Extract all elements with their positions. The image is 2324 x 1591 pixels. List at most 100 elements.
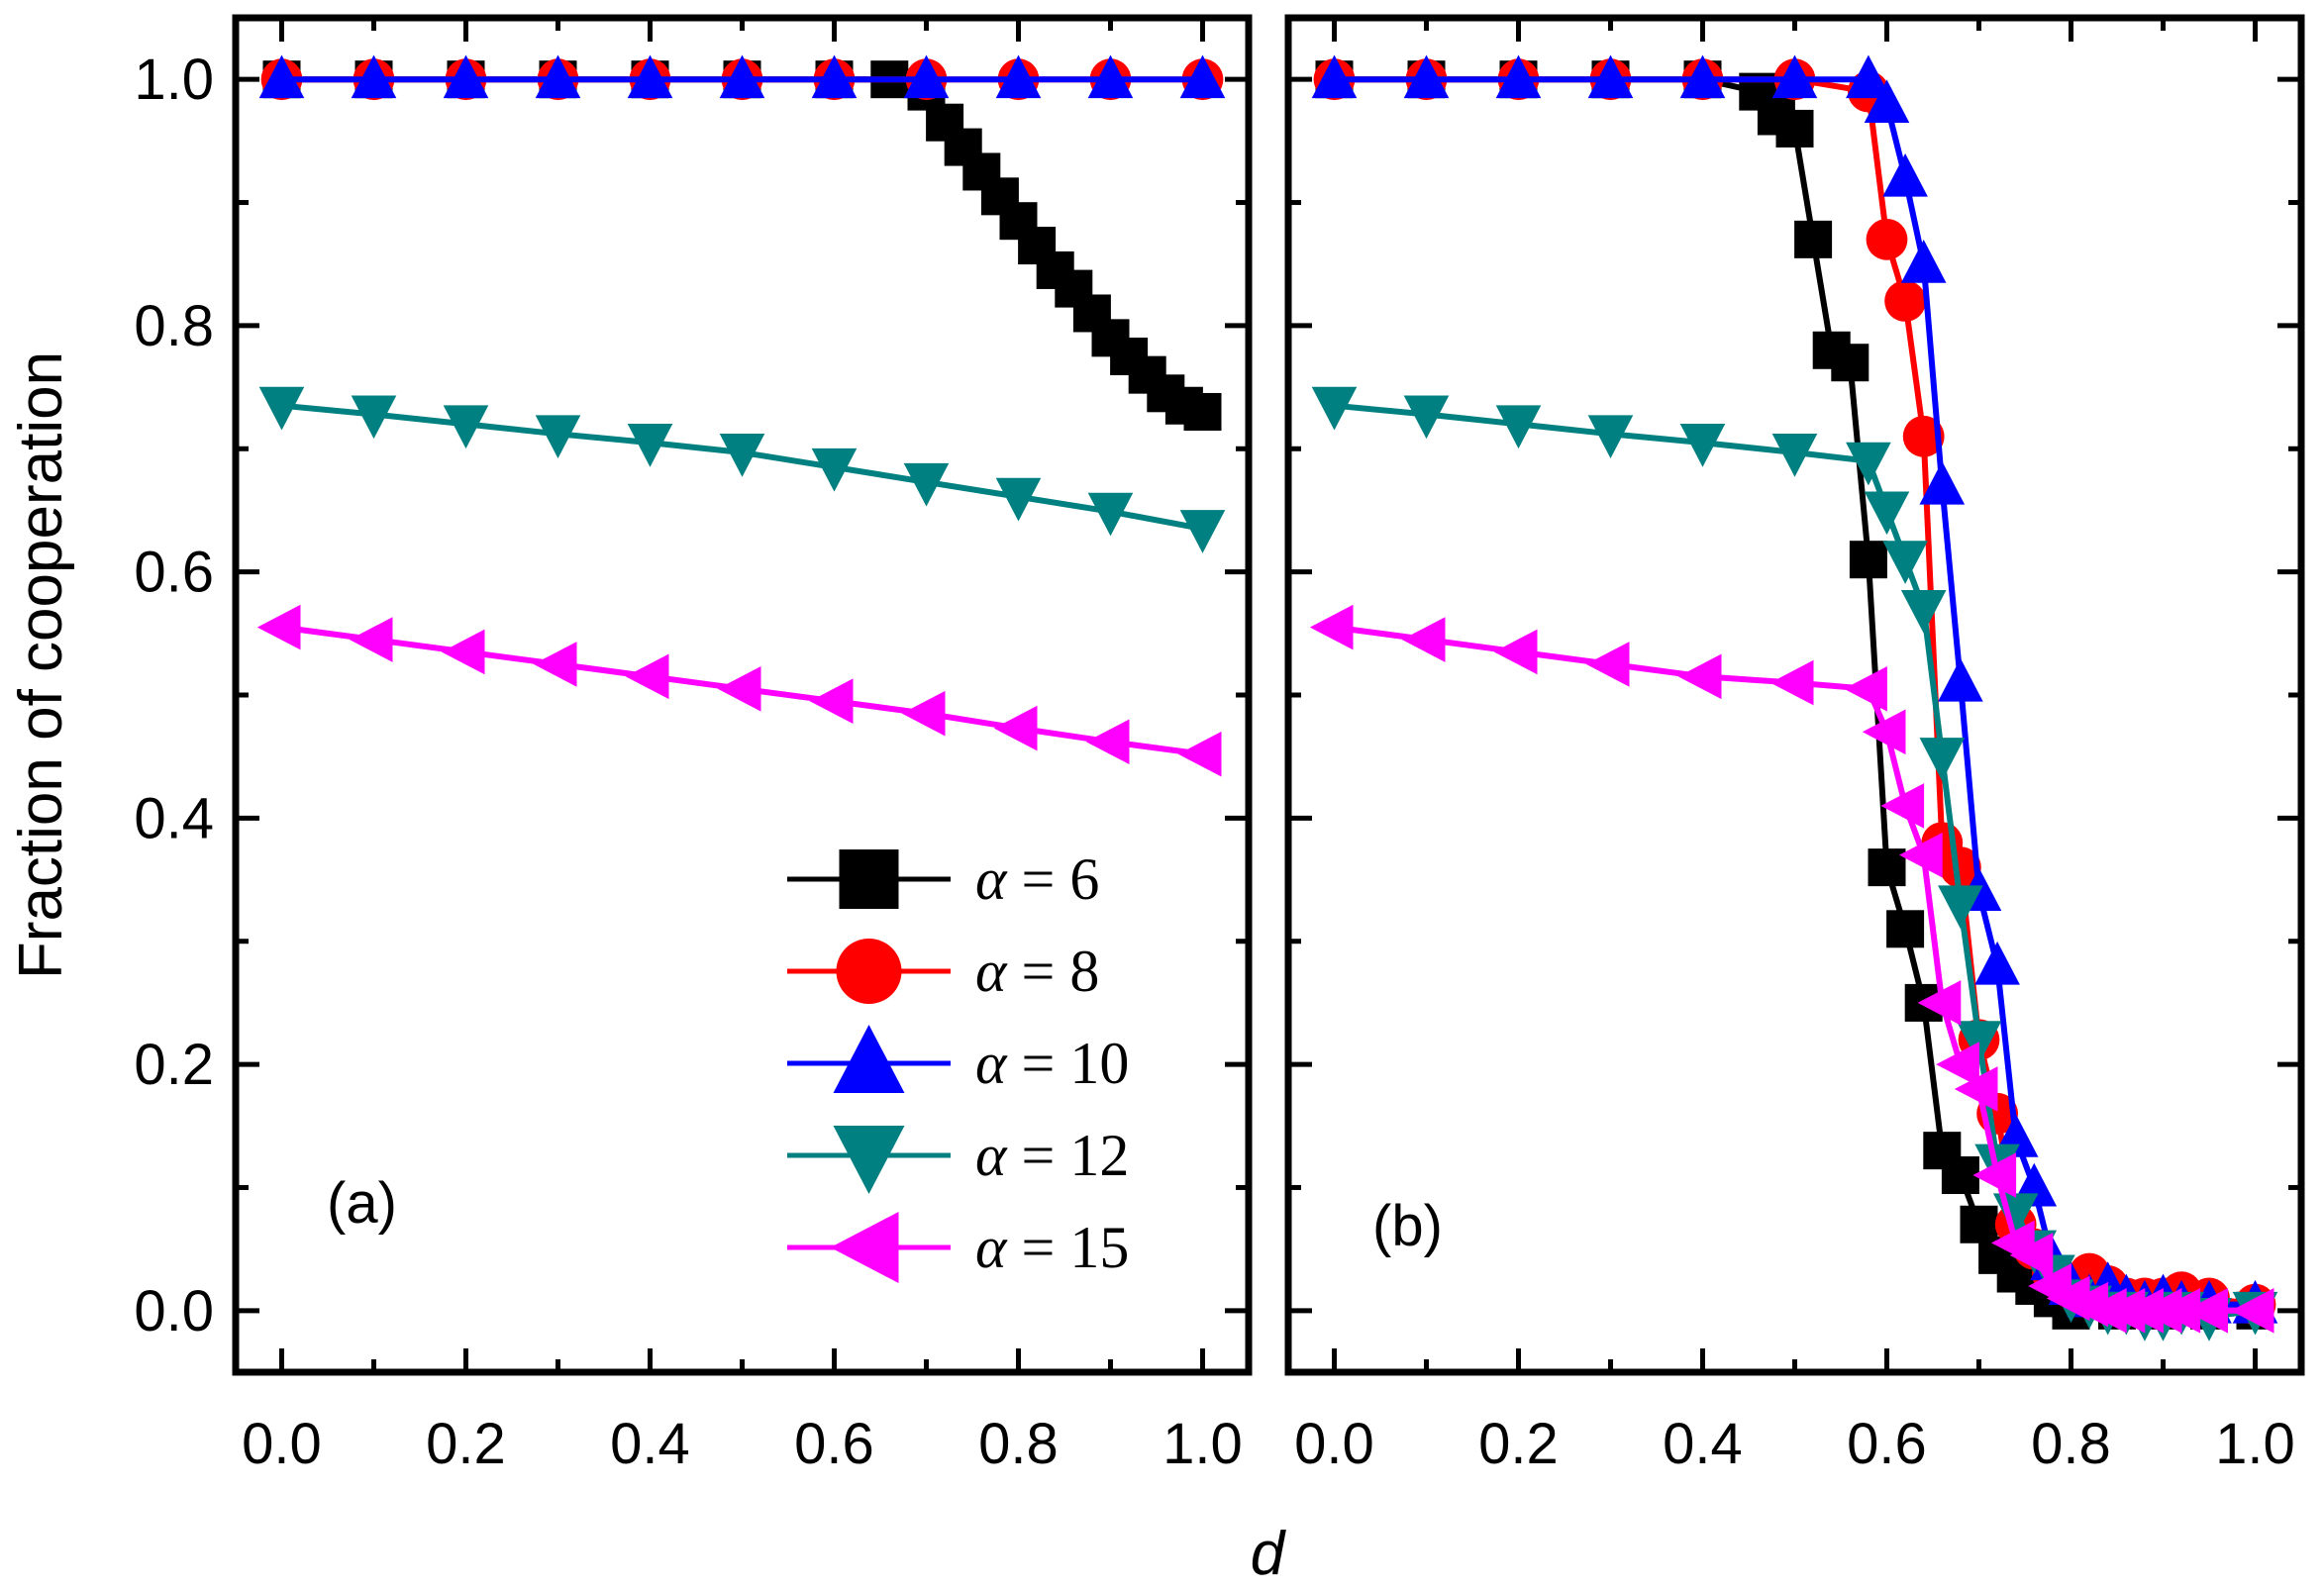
panel-b-series-4-point	[1880, 783, 1925, 829]
panel-b-x-tick-label: 1.0	[2215, 1412, 2295, 1476]
panel-b-x-tick-label: 0.2	[1478, 1412, 1559, 1476]
panel-a-series-4	[256, 604, 1222, 777]
legend-entry-3-symbol: α	[975, 1123, 1008, 1188]
panel-a-series-2-point	[719, 54, 765, 99]
panel-a-label: (a)	[327, 1171, 397, 1236]
panel-b-series-4-point	[1769, 659, 1814, 706]
panel-b-series-4-point	[1954, 1066, 1998, 1112]
panel-a-x-tick-label: 0.4	[610, 1412, 690, 1476]
panel-b-series-2-point	[1938, 657, 1983, 702]
panel-a-series-3-point	[258, 386, 305, 431]
panel-a-series-4-point	[441, 629, 485, 675]
panel-a-x-tick-label: 0.6	[794, 1412, 874, 1476]
panel-b-series-0-point	[1886, 910, 1925, 948]
panel-b-series-2-point	[1403, 54, 1450, 99]
panel-b-series-2-point	[1900, 240, 1947, 283]
legend-entry-4-symbol: α	[975, 1215, 1008, 1280]
panel-a-series-2-point	[535, 54, 581, 99]
panel-a-series-2	[258, 54, 1226, 99]
panel-b-series-3-point	[1679, 424, 1726, 467]
panel-a-series-3	[258, 386, 1226, 553]
panel-b-series-4-point	[1585, 642, 1630, 687]
panel-b-series-0-point	[1775, 109, 1814, 148]
legend-entry-1: α = 8	[787, 939, 1099, 1004]
panel-b-series-4-point	[1309, 604, 1354, 650]
y-tick-label: 0.4	[134, 786, 214, 850]
panel-a-x-tick-label: 0.0	[242, 1412, 322, 1476]
panel-a-x-tick-label: 0.8	[978, 1412, 1059, 1476]
panel-a-series-2-point	[351, 54, 397, 99]
y-tick-label: 0.8	[134, 294, 214, 358]
panel-a-series-3-point	[443, 405, 489, 449]
legend-entry-1-value: = 8	[1007, 939, 1100, 1004]
panel-b-series-4-point	[1677, 653, 1722, 700]
panel-b-series-4-point	[1862, 709, 1906, 755]
panel-a-series-3-point	[1179, 510, 1226, 553]
panel-a-series-2-point	[627, 54, 673, 99]
panel-a-x-tick-label: 0.2	[426, 1412, 506, 1476]
panel-b-series-2-point	[1311, 54, 1358, 99]
panel-b-series-1-point	[1866, 218, 1908, 260]
legend-entry-3-value: = 12	[1007, 1123, 1130, 1188]
panel-a-series-4-point	[1177, 731, 1222, 777]
panel-b-series-3-point	[1311, 386, 1358, 431]
legend: α = 6α = 8α = 10α = 12α = 15	[787, 846, 1129, 1283]
panel-a-series-3-point	[351, 395, 397, 440]
legend-entry-2-marker	[833, 1025, 905, 1093]
panel-a-series-0	[262, 60, 1222, 431]
panel-a-x-tick-label: 1.0	[1162, 1412, 1243, 1476]
panel-a-series-3-point	[903, 462, 950, 507]
panel-a-series-3-point	[1087, 492, 1134, 537]
panel-a-series-3-point	[995, 477, 1042, 522]
legend-entry-3: α = 12	[787, 1123, 1129, 1194]
panel-a-series-2-point	[1087, 54, 1134, 99]
panel-a-series-3-point	[535, 415, 581, 459]
legend-entry-4-marker	[830, 1212, 899, 1283]
panel-b-series-4-point	[2157, 1288, 2201, 1334]
panel-b-series-4-point	[1917, 980, 1962, 1026]
panel-b-series-3-point	[1403, 395, 1450, 440]
y-tick-label: 0.6	[134, 541, 214, 605]
panel-a-series-0-line	[281, 76, 1204, 415]
legend-entry-4-label: α = 15	[975, 1215, 1129, 1280]
panel-b-series-4-point	[2230, 1288, 2274, 1334]
panel-a-series-2-point	[811, 54, 858, 99]
legend-entry-0-symbol: α	[975, 846, 1008, 912]
panel-a-series-2-point	[1179, 54, 1226, 99]
legend-entry-1-symbol: α	[975, 939, 1008, 1004]
panel-b-label: (b)	[1372, 1194, 1443, 1258]
panel-a-series-4-point	[809, 678, 854, 725]
panel-b-series	[1309, 54, 2278, 1342]
panel-a-series-4-point	[349, 617, 393, 662]
legend-entry-2-label: α = 10	[975, 1031, 1129, 1096]
legend-entry-4-value: = 15	[1007, 1215, 1130, 1280]
legend-entry-1-marker	[836, 939, 902, 1004]
panel-a: 0.0 0.2 0.4 0.6 0.8 1.0 0.0 0.2 0.4 0.6 0.8 1.0 (a)	[134, 14, 1253, 1476]
panel-b-series-2-point	[1771, 54, 1818, 99]
legend-entry-3-label: α = 12	[975, 1123, 1129, 1188]
legend-entry-0-value: = 6	[1007, 846, 1100, 912]
panel-a-series-3-point	[719, 434, 765, 477]
panel-b: 0.0 0.2 0.4 0.6 0.8 1.0 (b)	[1284, 14, 2305, 1476]
panel-b-series-3-point	[1846, 442, 1891, 486]
legend-entry-3-marker	[833, 1126, 905, 1194]
panel-a-series-2-point	[995, 54, 1042, 99]
panel-b-series-2-point	[1846, 54, 1891, 99]
panel-a-series-2-point	[258, 54, 305, 99]
x-axis-title: d	[1251, 1520, 1287, 1588]
y-axis-title: Fraction of cooperation	[7, 351, 75, 979]
panel-a-series-4-point	[1085, 719, 1130, 765]
panel-a-series-4-point	[993, 705, 1038, 751]
panel-b-series-1-point	[1940, 846, 1981, 889]
panel-b-series-4-point	[1493, 629, 1538, 675]
legend-entry-0-marker	[839, 849, 899, 909]
panel-b-series-3-point	[1495, 405, 1542, 449]
panel-a-series-2-point	[443, 54, 489, 99]
panel-b-series-4	[1309, 604, 2274, 1334]
panel-b-series-2-point	[1495, 54, 1542, 99]
panel-b-series-3	[1311, 386, 2278, 1342]
legend-entry-2: α = 10	[787, 1025, 1129, 1096]
panel-b-series-2-point	[1864, 79, 1910, 124]
panel-a-series-4-point	[901, 690, 946, 737]
panel-b-series-1-point	[1884, 280, 1926, 322]
